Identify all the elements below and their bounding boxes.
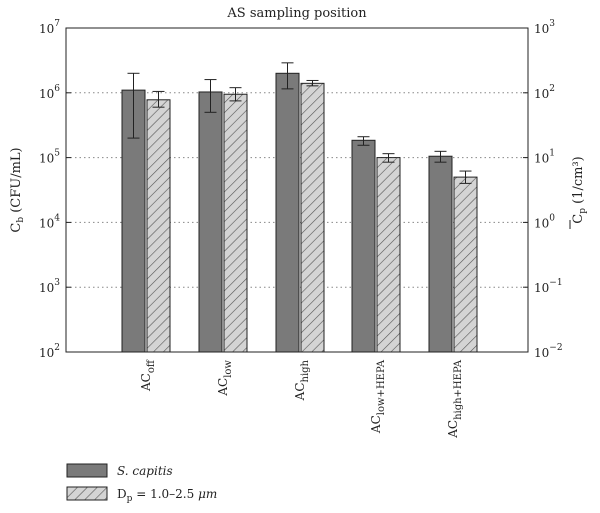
right-tick-label-1: 10−1 xyxy=(534,278,563,295)
bar-s-capitis-2 xyxy=(275,72,300,353)
category-labels: ACoff AClow AChigh AClow+HEPA AChigh+HEPA xyxy=(139,359,464,439)
bar-dp-3 xyxy=(376,157,401,353)
left-tick-label-5: 107 xyxy=(39,19,60,36)
error-bars xyxy=(127,62,472,184)
left-axis-title: Cb (CFU/mL) xyxy=(9,147,26,232)
chart-title: AS sampling position xyxy=(226,6,367,21)
legend-swatch-dp xyxy=(66,486,108,501)
category-label-low-hepa: AClow+HEPA xyxy=(369,359,387,434)
bar-dp-0 xyxy=(146,99,171,353)
category-label-low: AClow xyxy=(216,360,234,397)
left-tick-label-0: 102 xyxy=(39,343,60,360)
legend-label-dp: Dp = 1.0–2.5 μm xyxy=(117,487,217,504)
right-axis-title-group: Cp (1/cm³) xyxy=(569,156,588,229)
category-label-high-hepa: AChigh+HEPA xyxy=(446,359,464,439)
left-tick-label-1: 103 xyxy=(39,278,60,295)
bar-dp-2 xyxy=(300,82,325,353)
right-tick-label-4: 102 xyxy=(534,84,555,101)
bars xyxy=(121,72,478,353)
legend: S. capitis Dp = 1.0–2.5 μm xyxy=(66,463,217,504)
right-axis-ticks: 10−2 10−1 100 101 102 103 xyxy=(523,19,563,360)
right-axis-title: Cp (1/cm³) xyxy=(571,156,588,223)
category-label-off: ACoff xyxy=(139,359,157,392)
legend-swatch-s-capitis xyxy=(66,463,108,478)
bar-s-capitis-1 xyxy=(198,91,223,353)
category-label-high: AChigh xyxy=(293,359,311,401)
right-tick-label-3: 101 xyxy=(534,149,555,166)
bar-s-capitis-4 xyxy=(428,155,453,353)
bar-dp-4 xyxy=(453,176,478,353)
left-tick-label-3: 105 xyxy=(39,149,60,166)
left-tick-label-4: 106 xyxy=(39,84,60,101)
right-tick-label-2: 100 xyxy=(534,213,555,230)
left-tick-label-2: 104 xyxy=(39,213,60,230)
bar-s-capitis-3 xyxy=(351,139,376,353)
bar-dp-1 xyxy=(223,93,248,353)
plot-frame xyxy=(65,27,529,353)
left-axis-ticks: 102 103 104 105 106 107 xyxy=(39,19,71,360)
legend-label-s-capitis: S. capitis xyxy=(117,464,173,478)
right-tick-label-0: 10−2 xyxy=(534,343,563,360)
right-tick-label-5: 103 xyxy=(534,19,555,36)
